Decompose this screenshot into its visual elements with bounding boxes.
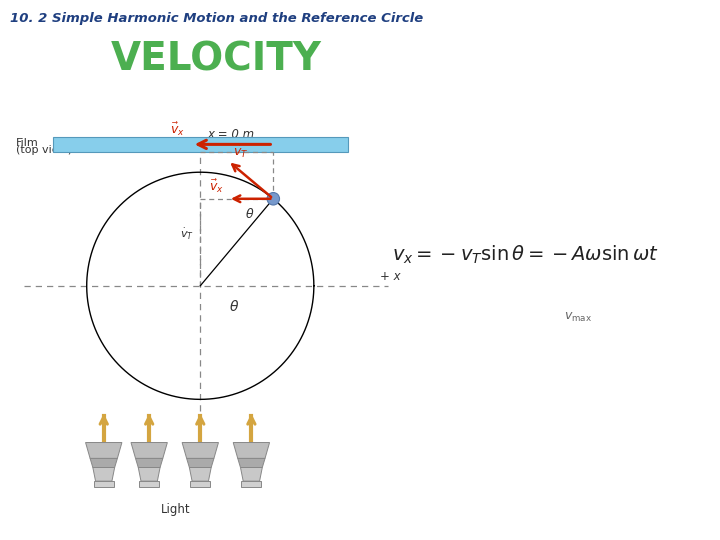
Polygon shape — [233, 442, 269, 458]
Polygon shape — [93, 468, 114, 481]
Text: $\theta$: $\theta$ — [245, 207, 254, 221]
Polygon shape — [190, 481, 210, 487]
Polygon shape — [238, 458, 265, 468]
Text: $\theta$: $\theta$ — [229, 299, 239, 314]
Text: Film: Film — [17, 138, 39, 148]
Text: 10. 2 Simple Harmonic Motion and the Reference Circle: 10. 2 Simple Harmonic Motion and the Ref… — [10, 12, 423, 25]
Polygon shape — [131, 442, 167, 458]
Polygon shape — [189, 468, 211, 481]
Circle shape — [267, 193, 279, 205]
Polygon shape — [86, 442, 122, 458]
Text: Light: Light — [161, 503, 191, 516]
Text: $\vec{v}_x$: $\vec{v}_x$ — [209, 178, 223, 195]
Polygon shape — [138, 468, 160, 481]
Polygon shape — [90, 458, 117, 468]
Polygon shape — [182, 442, 218, 458]
Text: VELOCITY: VELOCITY — [111, 40, 321, 78]
Polygon shape — [186, 458, 214, 468]
Text: $v_{\mathrm{max}}$: $v_{\mathrm{max}}$ — [564, 311, 593, 324]
Polygon shape — [135, 458, 163, 468]
Polygon shape — [139, 481, 159, 487]
Bar — [53, 137, 348, 152]
Text: (top view): (top view) — [17, 145, 73, 156]
Polygon shape — [240, 468, 262, 481]
Text: + x: + x — [379, 270, 400, 283]
Polygon shape — [241, 481, 261, 487]
Text: $v_x = -v_T \sin\theta = -A\omega\sin\omega t$: $v_x = -v_T \sin\theta = -A\omega\sin\om… — [392, 244, 658, 266]
Text: x = 0 m: x = 0 m — [207, 128, 254, 141]
Text: $\vec{v}_T$: $\vec{v}_T$ — [233, 143, 248, 160]
Text: $\dot{v}_T$: $\dot{v}_T$ — [180, 227, 194, 242]
Text: $\vec{v}_x$: $\vec{v}_x$ — [170, 121, 185, 138]
Polygon shape — [94, 481, 114, 487]
